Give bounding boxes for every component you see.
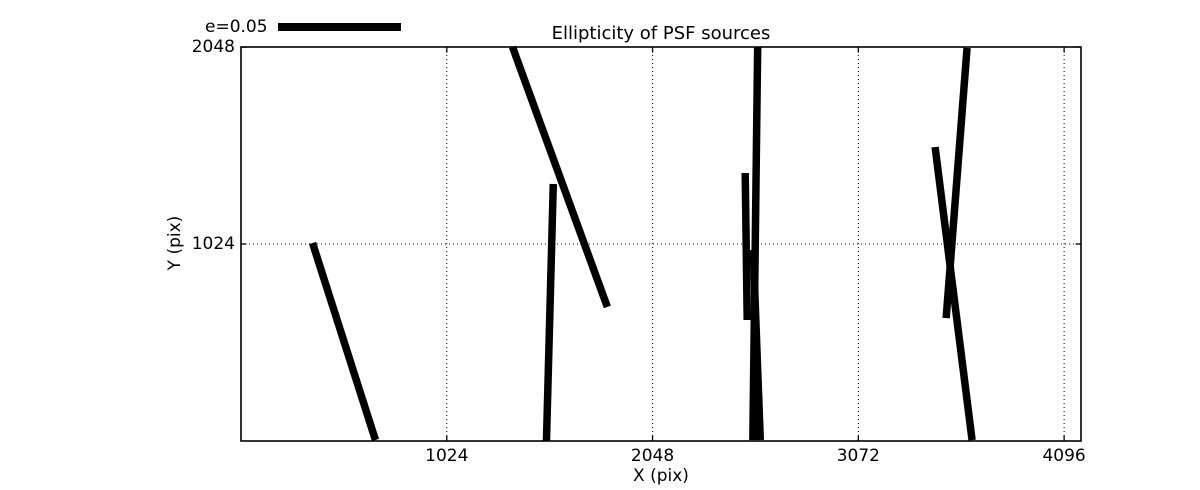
legend: e=0.05	[205, 17, 401, 37]
legend-scale-bar	[277, 23, 401, 31]
ellipticity-whisker	[308, 241, 380, 442]
ellipticity-whisker	[741, 172, 751, 321]
y-axis-label: Y (pix)	[165, 215, 185, 271]
chart-title: Ellipticity of PSF sources	[551, 23, 771, 44]
y-tick-label: 1024	[192, 234, 235, 254]
ellipticity-whisker	[931, 146, 976, 441]
ellipticity-whisker	[749, 249, 765, 441]
x-axis-label: X (pix)	[633, 466, 689, 486]
ellipticity-whisker	[542, 183, 558, 442]
ellipticity-whisker	[508, 45, 611, 309]
x-tick-label: 3072	[837, 446, 880, 466]
x-tick-label: 2048	[631, 446, 674, 466]
y-tick-label: 2048	[192, 37, 235, 57]
x-tick-label: 4096	[1042, 446, 1085, 466]
ellipticity-whisker	[749, 46, 762, 441]
x-tick-label: 1024	[425, 446, 468, 466]
legend-label: e=0.05	[205, 17, 268, 37]
